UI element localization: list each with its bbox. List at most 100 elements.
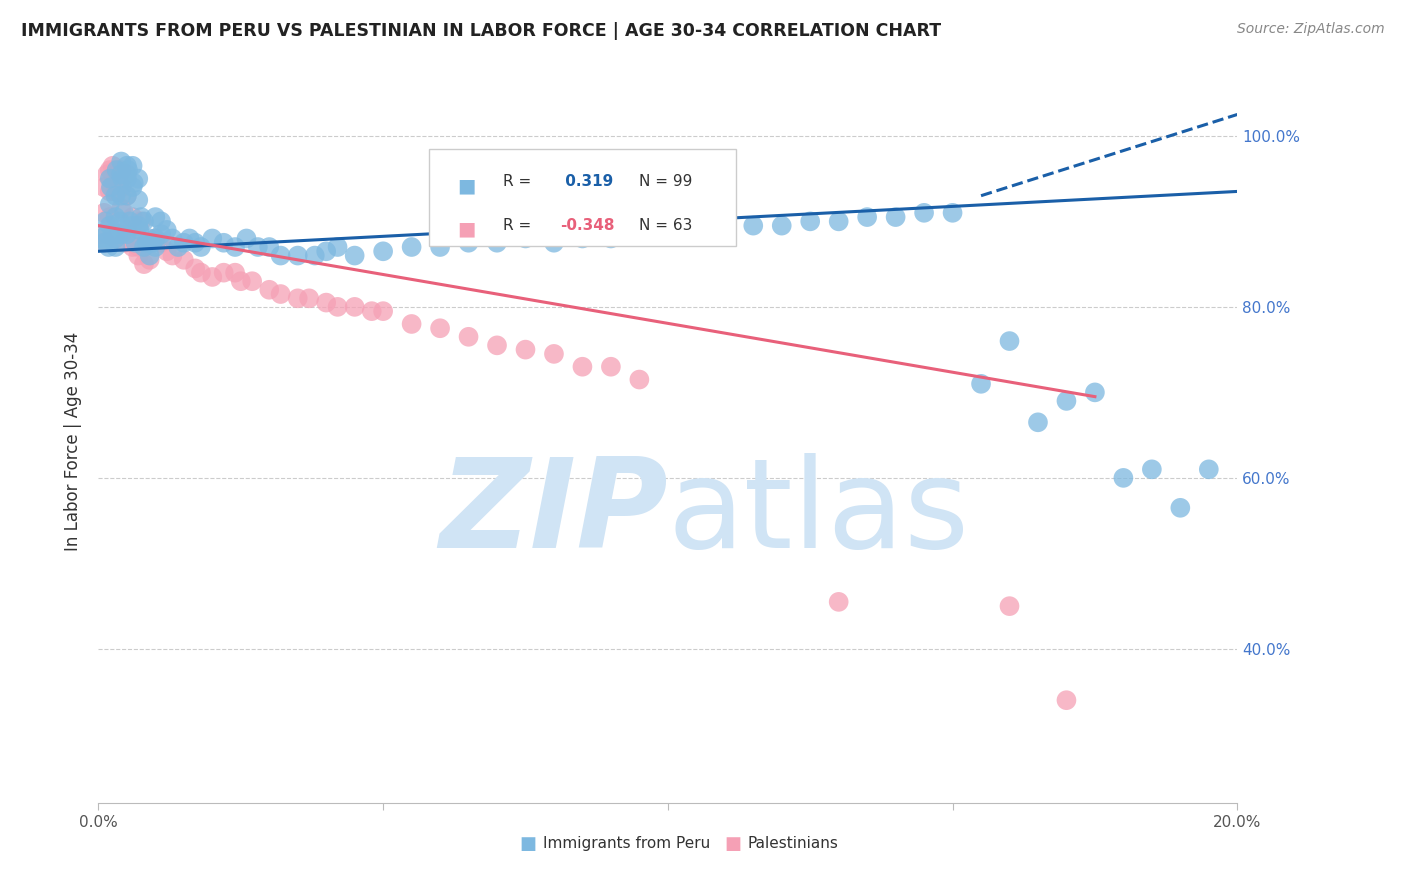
Point: [373, 244, 395, 259]
Text: R =: R =: [503, 218, 536, 233]
Point: [129, 214, 152, 228]
Point: [118, 214, 141, 228]
Point: [115, 223, 138, 237]
Point: [486, 235, 509, 250]
Point: [685, 223, 707, 237]
Point: [135, 235, 157, 250]
Point: [129, 210, 152, 224]
Point: [138, 252, 160, 267]
Point: [121, 159, 143, 173]
Text: ■: ■: [725, 836, 742, 854]
Point: [970, 376, 993, 391]
Point: [373, 304, 395, 318]
Point: [132, 257, 155, 271]
Point: [1056, 393, 1078, 408]
Point: [799, 214, 821, 228]
Point: [132, 214, 155, 228]
Point: [145, 210, 167, 224]
Point: [107, 227, 129, 242]
Point: [162, 231, 184, 245]
Point: [90, 231, 112, 245]
Point: [104, 163, 127, 178]
Point: [112, 206, 135, 220]
Point: [128, 223, 150, 237]
Point: [1112, 471, 1135, 485]
Text: IMMIGRANTS FROM PERU VS PALESTINIAN IN LABOR FORCE | AGE 30-34 CORRELATION CHART: IMMIGRANTS FROM PERU VS PALESTINIAN IN L…: [21, 22, 941, 40]
Point: [138, 231, 160, 245]
Point: [107, 176, 129, 190]
Point: [117, 163, 139, 178]
Point: [942, 206, 965, 220]
Text: 0.319: 0.319: [560, 174, 613, 189]
Point: [343, 249, 366, 263]
Point: [360, 304, 382, 318]
Point: [304, 249, 326, 263]
Point: [212, 235, 235, 250]
Point: [156, 223, 179, 237]
Text: -0.348: -0.348: [560, 218, 614, 233]
Point: [150, 235, 173, 250]
Point: [240, 274, 263, 288]
Point: [486, 338, 509, 352]
Point: [132, 240, 155, 254]
Point: [315, 244, 337, 259]
Point: [184, 261, 207, 276]
Point: [132, 240, 155, 254]
Text: Immigrants from Peru: Immigrants from Peru: [543, 836, 710, 851]
Point: [714, 223, 737, 237]
Point: [121, 180, 143, 194]
Point: [110, 202, 132, 216]
Point: [212, 266, 235, 280]
Point: [150, 227, 173, 242]
Point: [124, 235, 146, 250]
Point: [115, 159, 138, 173]
Point: [96, 227, 118, 242]
Point: [287, 249, 309, 263]
Point: [96, 167, 118, 181]
Point: [190, 266, 212, 280]
Text: N = 63: N = 63: [640, 218, 693, 233]
Point: [326, 300, 349, 314]
Point: [104, 210, 127, 224]
Point: [110, 163, 132, 178]
Point: [145, 231, 167, 245]
Point: [429, 321, 451, 335]
Point: [1198, 462, 1220, 476]
Point: [104, 231, 127, 245]
Point: [115, 188, 138, 202]
Point: [287, 291, 309, 305]
Y-axis label: In Labor Force | Age 30-34: In Labor Force | Age 30-34: [63, 332, 82, 551]
Point: [224, 266, 246, 280]
Point: [104, 240, 127, 254]
Point: [110, 167, 132, 181]
Point: [127, 171, 149, 186]
Point: [141, 235, 163, 250]
Point: [98, 163, 121, 178]
Point: [173, 235, 195, 250]
Point: [998, 599, 1021, 614]
Point: [628, 227, 651, 242]
Point: [93, 180, 115, 194]
Point: [457, 330, 479, 344]
Point: [270, 287, 292, 301]
Point: [90, 227, 112, 242]
Point: [121, 219, 143, 233]
FancyBboxPatch shape: [429, 149, 737, 246]
Point: [110, 154, 132, 169]
Point: [121, 240, 143, 254]
Point: [93, 206, 115, 220]
Point: [145, 231, 167, 245]
Point: [246, 240, 269, 254]
Point: [94, 235, 117, 250]
Point: [150, 214, 173, 228]
Point: [856, 210, 879, 224]
Point: [543, 235, 565, 250]
Point: [235, 231, 257, 245]
Point: [104, 188, 127, 202]
Point: [101, 159, 124, 173]
Point: [298, 291, 321, 305]
Point: [98, 171, 121, 186]
Point: [98, 210, 121, 224]
Point: [343, 300, 366, 314]
Point: [167, 240, 190, 254]
